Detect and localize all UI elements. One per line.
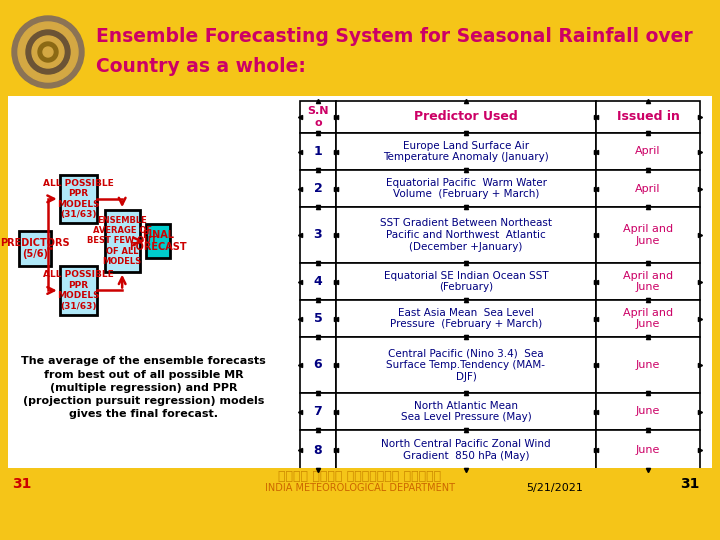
Bar <box>596 101 700 133</box>
Bar <box>60 266 96 315</box>
Text: 1: 1 <box>314 145 323 158</box>
Text: भारत मौसम विज्ञान विभाग: भारत मौसम विज्ञान विभाग <box>279 469 441 483</box>
Text: East Asia Mean  Sea Level
Pressure  (February + March): East Asia Mean Sea Level Pressure (Febru… <box>390 308 542 329</box>
Bar <box>596 170 700 207</box>
Bar <box>596 337 700 393</box>
Text: June: June <box>636 445 660 455</box>
Text: Country as a whole:: Country as a whole: <box>96 57 306 76</box>
Bar <box>105 210 140 272</box>
Text: 5: 5 <box>314 312 323 325</box>
Text: 3: 3 <box>314 228 323 241</box>
Circle shape <box>18 22 78 82</box>
Text: June: June <box>636 407 660 416</box>
Text: April: April <box>635 146 661 157</box>
Text: April and
June: April and June <box>623 308 673 329</box>
Text: 31: 31 <box>680 477 700 491</box>
Bar <box>336 263 596 300</box>
Text: 31: 31 <box>12 477 32 491</box>
Bar <box>336 133 596 170</box>
Text: 6: 6 <box>314 359 323 372</box>
Text: The average of the ensemble forecasts
from best out of all possible MR
(multiple: The average of the ensemble forecasts fr… <box>22 356 266 419</box>
Text: 4: 4 <box>314 275 323 288</box>
Text: 5/21/2021: 5/21/2021 <box>526 483 583 493</box>
Text: ALL POSSIBLE
PPR
MODELS
(31/63): ALL POSSIBLE PPR MODELS (31/63) <box>42 179 114 219</box>
Text: S.N
o: S.N o <box>307 106 329 128</box>
Bar <box>8 8 712 96</box>
Circle shape <box>32 36 64 68</box>
Text: North Central Pacific Zonal Wind
Gradient  850 hPa (May): North Central Pacific Zonal Wind Gradien… <box>381 439 551 461</box>
Text: Predictor Used: Predictor Used <box>414 111 518 124</box>
Text: April and
June: April and June <box>623 224 673 246</box>
Circle shape <box>26 30 70 74</box>
Bar <box>336 393 596 430</box>
Bar <box>300 170 336 207</box>
Bar <box>596 207 700 263</box>
Text: SST Gradient Between Northeast
Pacific and Northwest  Atlantic
(December +Januar: SST Gradient Between Northeast Pacific a… <box>380 218 552 252</box>
Bar <box>336 430 596 470</box>
Bar <box>596 393 700 430</box>
Bar <box>146 224 170 258</box>
Bar <box>336 101 596 133</box>
Bar <box>19 231 51 266</box>
Bar <box>336 207 596 263</box>
Text: Ensemble Forecasting System for Seasonal Rainfall over: Ensemble Forecasting System for Seasonal… <box>96 26 693 45</box>
Text: Equatorial Pacific  Warm Water
Volume  (February + March): Equatorial Pacific Warm Water Volume (Fe… <box>385 178 546 199</box>
Text: PREDICTORS
(5/6): PREDICTORS (5/6) <box>0 238 70 259</box>
Bar <box>596 263 700 300</box>
Text: April and
June: April and June <box>623 271 673 292</box>
Bar <box>300 300 336 337</box>
Bar <box>300 430 336 470</box>
Text: June: June <box>636 360 660 370</box>
Bar <box>300 207 336 263</box>
Bar <box>60 174 96 223</box>
Bar <box>596 430 700 470</box>
Text: 7: 7 <box>314 405 323 418</box>
Text: Issued in: Issued in <box>616 111 680 124</box>
Text: North Atlantic Mean
Sea Level Pressure (May): North Atlantic Mean Sea Level Pressure (… <box>400 401 531 422</box>
Bar <box>596 133 700 170</box>
Bar <box>336 170 596 207</box>
Circle shape <box>12 16 84 88</box>
Text: Central Pacific (Nino 3.4)  Sea
Surface Temp.Tendency (MAM-
DJF): Central Pacific (Nino 3.4) Sea Surface T… <box>387 348 546 382</box>
Circle shape <box>38 42 58 62</box>
Text: FINAL
FORECAST: FINAL FORECAST <box>130 230 187 252</box>
Text: INDIA METEOROLOGICAL DEPARTMENT: INDIA METEOROLOGICAL DEPARTMENT <box>265 483 455 493</box>
Bar <box>596 300 700 337</box>
Bar <box>300 393 336 430</box>
Bar <box>336 300 596 337</box>
Bar <box>300 263 336 300</box>
Text: 8: 8 <box>314 443 323 456</box>
Text: Equatorial SE Indian Ocean SST
(February): Equatorial SE Indian Ocean SST (February… <box>384 271 549 292</box>
Bar <box>8 468 712 498</box>
Circle shape <box>43 47 53 57</box>
Text: ALL POSSIBLE
PPR
MODELS
(31/63): ALL POSSIBLE PPR MODELS (31/63) <box>42 271 114 310</box>
Text: ENSEMBLE
AVERAGE OF
BEST FEW OUT
OF ALL
MODELS: ENSEMBLE AVERAGE OF BEST FEW OUT OF ALL … <box>87 215 157 266</box>
Bar <box>300 101 336 133</box>
Bar <box>300 337 336 393</box>
Text: Europe Land Surface Air
Temperature Anomaly (January): Europe Land Surface Air Temperature Anom… <box>383 141 549 163</box>
Text: 2: 2 <box>314 182 323 195</box>
Bar <box>300 133 336 170</box>
Text: April: April <box>635 184 661 193</box>
Bar <box>336 337 596 393</box>
